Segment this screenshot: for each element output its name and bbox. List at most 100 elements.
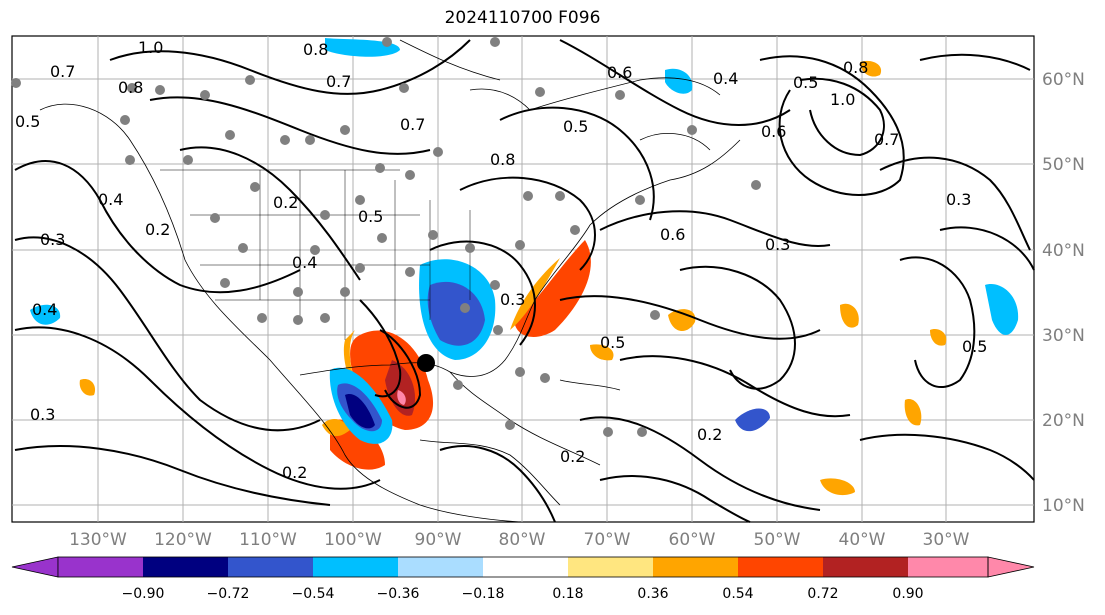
longitude-label: 50°W [754,530,801,550]
longitude-label: 40°W [839,530,886,550]
latitude-label: 60°N [1042,70,1085,90]
colorbar-tick-label: −0.18 [462,586,505,602]
contour-label: 0.2 [273,193,298,212]
contour-label: 0.2 [145,220,170,239]
map-frame [11,35,1035,523]
positive-anomaly-north-atlantic [860,60,882,77]
contour-label: 0.7 [874,130,899,149]
positive-anomaly-atlantic-b [840,303,859,328]
contour-label: 1.0 [138,38,163,57]
longitude-label: 60°W [669,530,716,550]
contour-label: 0.7 [326,72,351,91]
negative-anomaly-pacific [30,304,61,325]
positive-anomaly-pacific [79,379,96,396]
colorbar-tick-label: 0.18 [552,586,583,602]
graticule [12,36,1034,522]
colorbar: −0.90 −0.72 −0.54 −0.36 −0.18 0.18 0.36 … [11,556,1035,602]
contour-label: 0.5 [358,207,383,226]
contour-label: 0.8 [490,150,515,169]
colorbar-bin [58,557,143,577]
negative-anomaly-atlantic-east [985,284,1019,335]
longitude-label: 80°W [499,530,546,550]
longitude-label: 90°W [415,530,462,550]
contour-label: 0.7 [50,62,75,81]
negative-anomaly-southeast-mid [427,281,485,346]
colorbar-bin [313,557,398,577]
colorbar-tick-label: 0.36 [637,586,668,602]
colorbar-bin [398,557,483,577]
contour-label: 0.6 [761,122,786,141]
colorbar-tick-label: −0.54 [292,586,335,602]
contour-label: 0.3 [946,190,971,209]
positive-anomaly-gulf-edge [343,330,365,400]
positive-anomaly-gulf-pink [397,390,406,405]
contour-label: 0.6 [607,63,632,82]
positive-anomaly-atlantic-e [590,344,614,361]
colorbar-bin [568,557,653,577]
contour-label: 0.4 [32,300,57,319]
longitude-label: 120°W [154,530,212,550]
positive-anomaly-atlantic-f [930,329,947,346]
latitude-label: 10°N [1042,496,1085,516]
negative-anomaly-labrador [665,68,693,94]
map-title: 2024110700 F096 [444,8,601,28]
contour-label: 0.5 [563,117,588,136]
positive-anomaly-east-coast-edge [510,258,560,330]
negative-anomaly-north [325,38,400,57]
shaded-fields [30,38,1019,496]
coastlines [39,39,741,523]
station-markers [11,37,761,437]
latitude-label: 50°N [1042,155,1085,175]
latitude-label: 40°N [1042,241,1085,261]
contour-label: 0.8 [843,58,868,77]
positive-anomaly-mexico-edge [322,418,350,437]
contour-label: 1.0 [830,90,855,109]
colorbar-bin [653,557,738,577]
colorbar-tick-label: −0.36 [377,586,420,602]
contour-label: 0.3 [500,290,525,309]
contour-lines [14,39,1035,523]
latitude-label: 20°N [1042,411,1085,431]
contour-label: 0.3 [30,405,55,424]
longitude-axis: 130°W 120°W 110°W 100°W 90°W 80°W 70°W 6… [69,530,970,550]
contour-label: 0.8 [118,78,143,97]
colorbar-tick-label: 0.72 [807,586,838,602]
colorbar-bin [823,557,908,577]
colorbar-extend-left [11,556,59,578]
contour-label: 0.2 [282,463,307,482]
colorbar-outline [57,556,989,578]
contour-label: 0.8 [303,40,328,59]
longitude-label: 100°W [324,530,382,550]
longitude-label: 70°W [584,530,631,550]
contour-label: 0.5 [15,112,40,131]
contour-label: 0.7 [400,115,425,134]
colorbar-bin [483,557,568,577]
negative-anomaly-west-gulf-core [345,394,375,429]
contour-label: 0.5 [793,73,818,92]
colorbar-bin [143,557,228,577]
contour-label: 0.2 [560,447,585,466]
colorbar-bin [738,557,823,577]
contour-label: 0.5 [962,337,987,356]
colorbar-extend-right [987,556,1035,578]
colorbar-bin [228,557,313,577]
contour-label: 0.6 [660,225,685,244]
colorbar-tick-label: −0.90 [122,586,165,602]
contour-label-group: 1.0 0.8 0.7 0.7 0.8 0.6 0.4 0.5 0.8 1.0 … [15,38,987,482]
longitude-label: 30°W [923,530,970,550]
contour-label: 0.3 [40,230,65,249]
storm-center-marker [417,354,435,372]
contour-label: 0.4 [98,190,123,209]
state-borders [160,169,471,340]
contour-label: 0.2 [697,425,722,444]
contour-label: 0.4 [292,253,317,272]
positive-anomaly-atlantic-d [820,478,855,496]
longitude-label: 130°W [69,530,127,550]
negative-anomaly-caribbean [735,408,770,432]
contour-label: 0.5 [600,333,625,352]
colorbar-tick-label: 0.90 [892,586,923,602]
contour-label: 0.4 [713,69,738,88]
colorbar-tick-label: −0.72 [207,586,250,602]
longitude-label: 110°W [239,530,297,550]
